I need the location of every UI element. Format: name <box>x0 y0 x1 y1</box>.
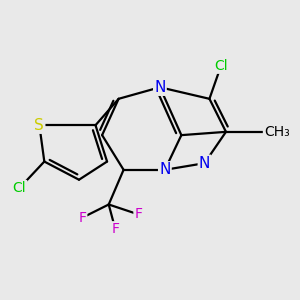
Text: F: F <box>134 207 142 221</box>
Text: F: F <box>111 222 119 236</box>
Text: F: F <box>78 211 86 225</box>
Text: N: N <box>154 80 166 95</box>
Text: CH₃: CH₃ <box>264 125 290 139</box>
Text: Cl: Cl <box>13 181 26 195</box>
Text: N: N <box>199 156 210 171</box>
Text: Cl: Cl <box>214 59 228 73</box>
Text: N: N <box>159 162 170 177</box>
Text: S: S <box>34 118 44 133</box>
